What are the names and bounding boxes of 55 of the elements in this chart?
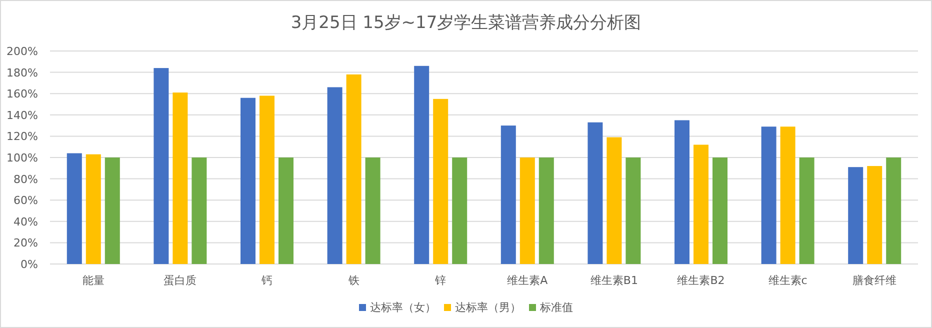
- y-tick-label: 120%: [6, 130, 38, 144]
- bar: [867, 166, 882, 264]
- bar: [520, 158, 535, 264]
- bar: [365, 158, 380, 264]
- bar: [104, 158, 120, 264]
- legend-label: 标准值: [539, 301, 573, 314]
- x-tick-label: 维生素c: [768, 274, 808, 287]
- bar: [799, 158, 814, 264]
- legend-label: 达标率（男）: [455, 301, 521, 314]
- bar: [780, 126, 796, 264]
- bar: [761, 126, 776, 264]
- bar: [886, 158, 902, 264]
- x-tick-label: 维生素A: [507, 274, 548, 287]
- y-tick-label: 140%: [6, 108, 38, 122]
- x-tick-label: 蛋白质: [164, 274, 197, 287]
- bar: [433, 98, 448, 264]
- bar: [240, 98, 256, 264]
- bar: [452, 158, 468, 264]
- bar: [588, 122, 603, 264]
- y-tick-label: 0%: [20, 258, 38, 271]
- y-tick-label: 20%: [14, 236, 38, 250]
- y-tick-label: 40%: [14, 215, 38, 228]
- chart-title: 3月25日 15岁~17岁学生菜谱营养成分分析图: [290, 13, 642, 33]
- bar: [694, 144, 708, 264]
- bar: [674, 120, 690, 264]
- x-tick-label: 维生素B1: [590, 274, 638, 287]
- x-tick-label: 铁: [347, 274, 360, 287]
- bar: [172, 92, 188, 264]
- bar: [414, 66, 430, 264]
- bar: [154, 68, 169, 264]
- bar: [260, 96, 274, 264]
- x-tick-label: 膳食纤维: [852, 274, 897, 287]
- y-tick-label: 100%: [6, 152, 38, 164]
- y-tick-label: 180%: [6, 66, 38, 80]
- bar: [500, 126, 516, 264]
- bar: [278, 158, 294, 264]
- y-tick-label: 160%: [6, 88, 38, 101]
- bar: [606, 137, 622, 264]
- bar: [327, 87, 342, 264]
- legend-label: 达标率（女）: [370, 301, 436, 314]
- x-tick-label: 能量: [82, 274, 104, 287]
- y-tick-label: 200%: [6, 45, 38, 58]
- bar: [712, 158, 728, 264]
- y-tick-label: 80%: [14, 172, 38, 186]
- bar: [86, 154, 101, 264]
- y-tick-label: 60%: [14, 194, 38, 208]
- bar: [538, 158, 554, 264]
- bar: [346, 74, 362, 264]
- x-tick-label: 维生素B2: [677, 274, 725, 287]
- bar: [626, 158, 641, 264]
- bar: [192, 158, 207, 264]
- x-tick-label: 锌: [434, 274, 446, 287]
- x-tick-label: 钙: [260, 274, 272, 287]
- bar: [66, 153, 82, 264]
- bar: [848, 167, 864, 264]
